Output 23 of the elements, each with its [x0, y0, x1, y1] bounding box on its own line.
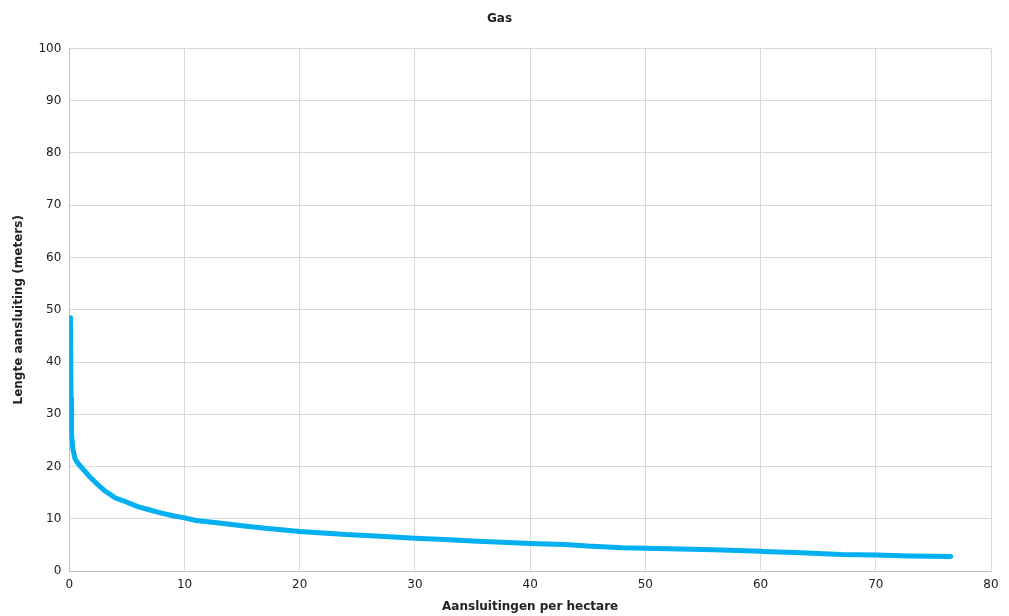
y-tick-label: 90: [46, 92, 62, 107]
y-tick-label: 100: [38, 40, 62, 55]
x-tick-label: 50: [637, 576, 653, 591]
y-tick-label: 10: [46, 511, 62, 526]
y-tick-label: 30: [46, 406, 62, 421]
y-tick-label: 60: [46, 249, 62, 264]
y-tick-label: 80: [46, 145, 62, 160]
x-tick-label: 10: [176, 576, 193, 591]
y-tick-label: 50: [46, 301, 62, 316]
x-tick-label: 80: [983, 576, 999, 591]
x-tick-label: 40: [522, 576, 538, 591]
y-tick-label: 20: [46, 458, 62, 473]
y-tick-label: 70: [46, 197, 62, 212]
x-tick-label: 20: [292, 576, 308, 591]
chart-title: Gas: [486, 11, 513, 26]
x-tick-label: 70: [868, 576, 884, 591]
x-tick-label: 0: [65, 576, 74, 591]
y-axis-title: Lengte aansluiting (meters): [11, 215, 26, 405]
x-tick-label: 30: [407, 576, 423, 591]
x-axis-title: Aansluitingen per hectare: [442, 598, 619, 613]
x-tick-label: 60: [752, 576, 769, 591]
y-tick-label: 0: [53, 563, 62, 578]
y-tick-label: 40: [46, 354, 62, 369]
